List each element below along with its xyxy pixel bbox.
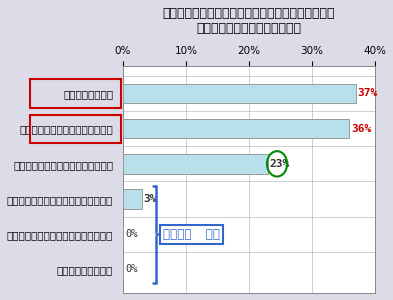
Text: 36%: 36% [351,124,371,134]
Bar [123,84,356,103]
Text: 3%: 3% [144,194,157,204]
Bar [123,154,268,173]
Text: 37%: 37% [358,88,378,98]
Text: 0%: 0% [125,264,138,274]
Text: １万円超  ４％: １万円超 ４％ [163,228,220,241]
Title: １人あたり、平均していくらくらいお年玉をあげる
予定ですか？（ｎ＝１００１）: １人あたり、平均していくらくらいお年玉をあげる 予定ですか？（ｎ＝１００１） [162,7,335,35]
Text: 23%: 23% [270,159,290,169]
Text: 0%: 0% [125,229,138,239]
Bar [123,189,142,209]
Bar [123,119,349,138]
